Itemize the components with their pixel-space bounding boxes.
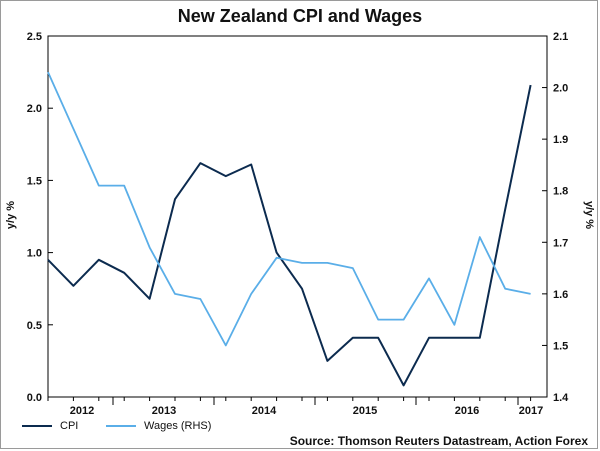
legend-swatch-wages — [106, 425, 136, 428]
right-tick-label: 1.6 — [553, 289, 568, 301]
left-tick-label: 1.5 — [27, 175, 42, 187]
left-tick-label: 2.0 — [27, 103, 42, 115]
x-tick-label: 2013 — [152, 405, 176, 417]
right-tick-label: 1.9 — [553, 134, 568, 146]
x-tick-label: 2016 — [455, 405, 479, 417]
left-tick-label: 1.0 — [27, 248, 42, 260]
wages-series-line — [47, 71, 531, 347]
legend-item-wages: Wages (RHS) — [106, 420, 211, 432]
legend-item-cpi: CPI — [22, 420, 78, 432]
right-tick-label: 2.0 — [553, 83, 568, 95]
plot-area — [47, 35, 548, 398]
left-tick-label: 0.5 — [27, 320, 42, 332]
legend-swatch-cpi — [22, 425, 52, 428]
x-tick-label: 2017 — [519, 405, 543, 417]
x-tick-label: 2014 — [252, 405, 277, 417]
right-tick-label: 1.8 — [553, 186, 568, 198]
chart-title: New Zealand CPI and Wages — [177, 6, 423, 26]
left-tick-label: 2.5 — [27, 31, 42, 43]
right-axis-label: y/y % — [583, 201, 595, 229]
left-tick-label: 0.0 — [27, 392, 42, 404]
left-y-axis: 0.0 0.5 1.0 1.5 2.0 2.5 — [27, 31, 53, 404]
right-tick-label: 1.5 — [553, 340, 568, 352]
left-axis-label: y/y % — [5, 201, 17, 229]
source-note: Source: Thomson Reuters Datastream, Acti… — [289, 434, 588, 448]
right-tick-label: 1.4 — [553, 392, 569, 404]
cpi-series-line — [47, 84, 532, 387]
x-tick-label: 2015 — [353, 405, 377, 417]
legend-label-cpi: CPI — [60, 420, 79, 432]
right-y-axis: 1.4 1.5 1.6 1.7 1.8 1.9 2.0 2.1 — [542, 31, 569, 404]
x-tick-label: 2012 — [70, 405, 94, 417]
legend-label-wages: Wages (RHS) — [144, 420, 212, 432]
x-axis: 2012 2013 2014 2015 2016 2017 — [47, 397, 543, 417]
series-layer — [47, 71, 532, 387]
right-tick-label: 1.7 — [553, 237, 568, 249]
right-tick-label: 2.1 — [553, 31, 568, 43]
